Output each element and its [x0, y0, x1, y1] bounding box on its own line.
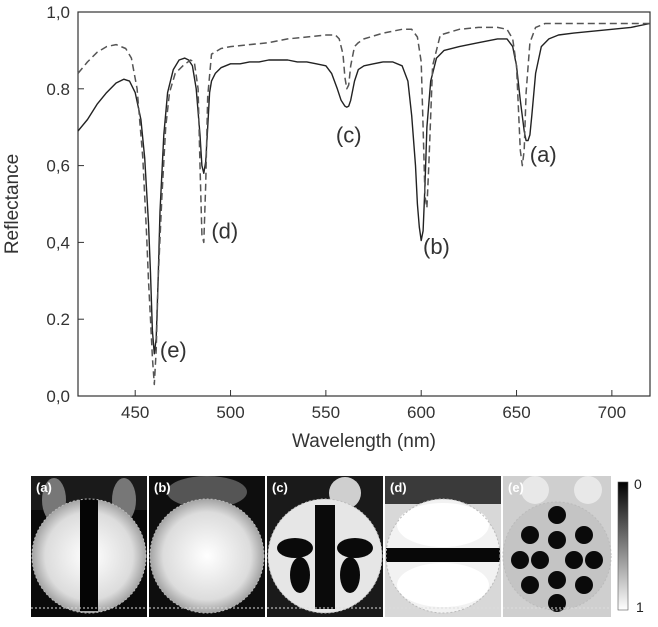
series-solid-line — [77, 22, 651, 355]
panel-a-label: (a) — [36, 480, 52, 495]
x-tick-label: 650 — [502, 403, 530, 422]
panel-c: (c) — [267, 476, 383, 617]
panel-b: (b) — [149, 476, 265, 617]
series-layer — [77, 22, 651, 386]
peak-annotation: (e) — [160, 338, 187, 363]
x-tick-label: 500 — [216, 403, 244, 422]
panel-e: (e) — [502, 476, 612, 617]
y-tick-label: 0,6 — [46, 157, 70, 176]
x-tick-label: 600 — [407, 403, 435, 422]
annotation-layer: (a) (b) (c) (d) (e) — [160, 123, 557, 363]
field-panels: (a) (b) (c) — [31, 476, 644, 617]
y-tick-label: 1,0 — [46, 3, 70, 22]
y-tick-label: 0.8 — [46, 80, 70, 99]
x-tick-label: 550 — [312, 403, 340, 422]
peak-annotation: (c) — [336, 123, 362, 148]
colorbar: 0 1 — [617, 476, 644, 615]
x-axis-title: Wavelength (nm) — [292, 431, 436, 452]
colorbar-gradient — [617, 481, 629, 611]
y-tick-label: 0.2 — [46, 310, 70, 329]
series-dashed-line — [77, 22, 650, 386]
colorbar-bottom-label: 1 — [636, 599, 644, 615]
y-tick-label: 0,4 — [46, 233, 70, 252]
panel-c-label: (c) — [272, 480, 288, 495]
peak-annotation: (b) — [423, 234, 450, 259]
plot-area: 450 500 550 600 650 700 0,0 0.2 0,4 0,6 0.8 1,0 (a… — [2, 3, 651, 452]
y-tick-label: 0,0 — [46, 387, 70, 406]
y-axis-title: Reflectance — [2, 154, 23, 254]
panel-d-label: (d) — [390, 480, 407, 495]
y-axis-ticks: 0,0 0.2 0,4 0,6 0.8 1,0 — [46, 3, 84, 406]
x-axis-ticks: 450 500 550 600 650 700 — [121, 390, 626, 422]
colorbar-top-label: 0 — [634, 476, 642, 492]
panel-e-label: (e) — [508, 480, 524, 495]
peak-annotation: (a) — [530, 142, 557, 167]
plot-frame — [77, 11, 651, 397]
x-tick-label: 450 — [121, 403, 149, 422]
x-tick-label: 700 — [598, 403, 626, 422]
panel-b-label: (b) — [154, 480, 171, 495]
peak-annotation: (d) — [211, 219, 238, 244]
panel-d: (d) — [385, 476, 501, 617]
panel-a: (a) — [31, 476, 147, 617]
